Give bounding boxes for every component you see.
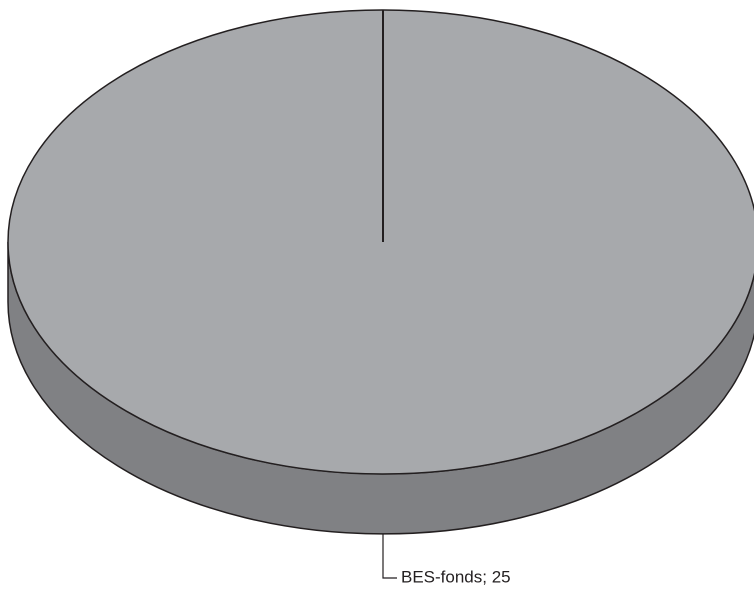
leader-line (382, 534, 397, 579)
data-label: BES-fonds; 25 (401, 567, 511, 586)
pie-slice (7, 9, 754, 475)
